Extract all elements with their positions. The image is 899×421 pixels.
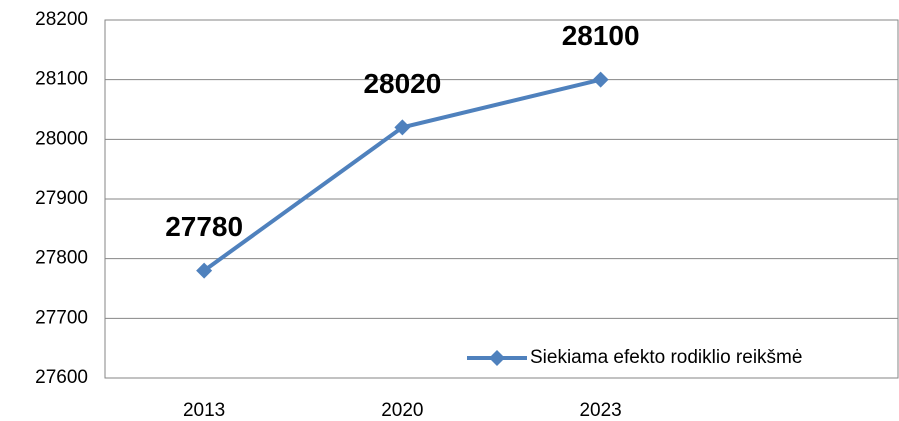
y-tick-label: 28000: [35, 128, 88, 149]
y-tick-label: 28100: [35, 69, 88, 90]
data-label: 28020: [363, 68, 441, 99]
x-tick-label: 2023: [579, 400, 621, 421]
y-tick-label: 27600: [35, 367, 88, 388]
x-tick-label: 2020: [381, 400, 423, 421]
y-tick-label: 27800: [35, 248, 88, 269]
data-label: 28100: [562, 20, 640, 51]
y-tick-label: 27900: [35, 188, 88, 209]
legend-marker: [489, 350, 505, 366]
data-point: [394, 119, 411, 136]
y-tick-label: 27700: [35, 307, 88, 328]
series-line: [202, 77, 602, 273]
data-point: [196, 262, 213, 279]
plot-border: [104, 19, 899, 379]
data-label: 27780: [165, 211, 243, 242]
x-tick-label: 2013: [183, 400, 225, 421]
legend-label: Siekiama efekto rodiklio reikšmė: [530, 347, 802, 368]
y-tick-label: 28200: [35, 9, 88, 30]
data-point: [592, 71, 609, 88]
